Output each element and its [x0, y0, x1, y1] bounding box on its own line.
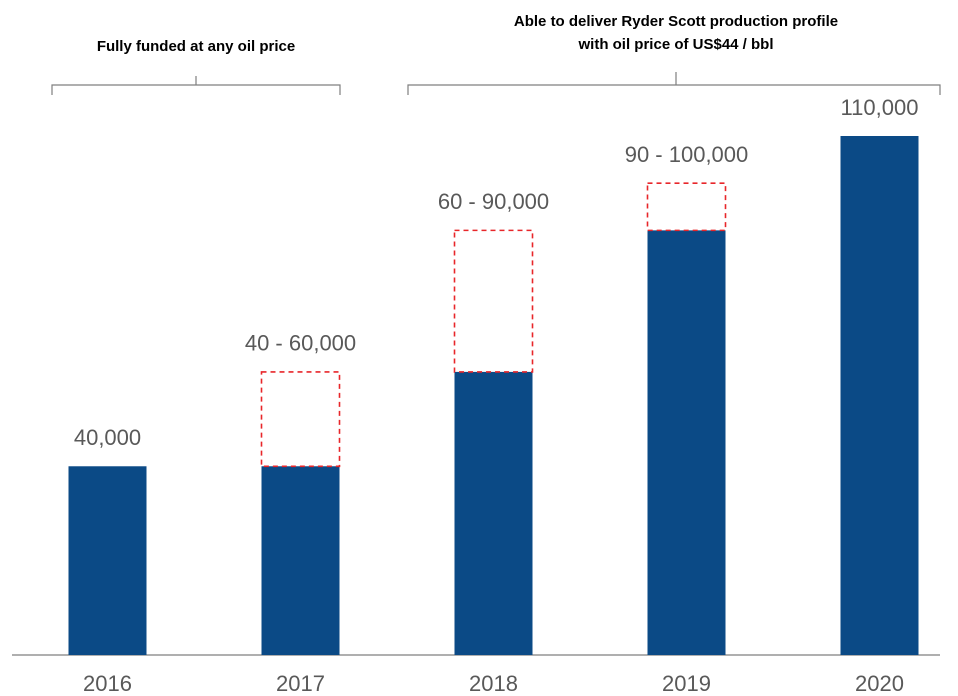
brackets [51, 72, 941, 95]
x-tick-label: 2019 [662, 671, 711, 696]
x-tick-label: 2017 [276, 671, 325, 696]
bar [840, 136, 919, 655]
value-label: 40 - 60,000 [245, 331, 356, 356]
x-tick-label: 2016 [83, 671, 132, 696]
bar [647, 230, 726, 655]
bar [68, 466, 147, 655]
value-label: 90 - 100,000 [625, 142, 749, 167]
bar [261, 466, 340, 655]
annotation: Fully funded at any oil price [97, 38, 295, 55]
x-tick-label: 2018 [469, 671, 518, 696]
value-label: 60 - 90,000 [438, 189, 549, 214]
bar [454, 371, 533, 655]
value-label: 40,000 [74, 425, 141, 450]
range-box [260, 371, 341, 468]
range-box [453, 229, 534, 373]
x-tick-label: 2020 [855, 671, 904, 696]
annotation: Able to deliver Ryder Scott production p… [514, 13, 838, 30]
annotation: with oil price of US$44 / bbl [577, 36, 773, 53]
bracket [51, 76, 341, 95]
bracket [407, 72, 941, 95]
value-label: 110,000 [841, 95, 919, 120]
range-box [646, 182, 727, 232]
